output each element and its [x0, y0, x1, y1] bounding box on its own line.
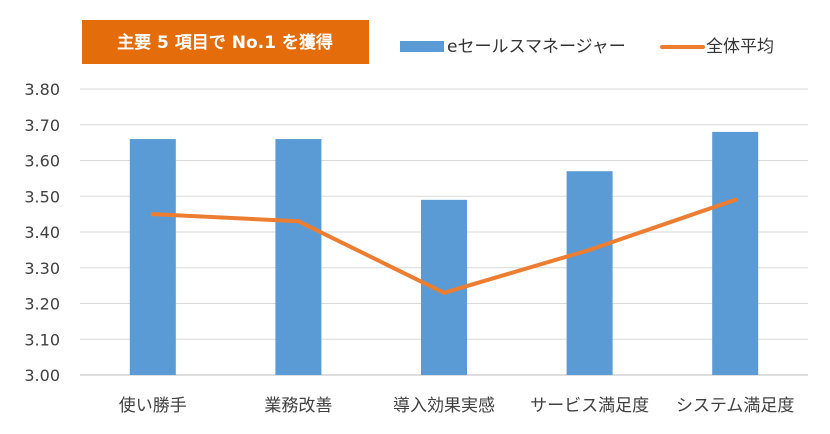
x-tick-label: サービス満足度: [530, 396, 649, 416]
line-point: [296, 219, 301, 224]
line-point: [150, 212, 155, 217]
line-series: [150, 197, 738, 295]
bar: [712, 131, 759, 375]
badge-text: 主要 5 項目で No.1 を獲得: [117, 32, 333, 53]
x-tick-label: 業務改善: [264, 396, 332, 416]
y-tick-label: 3.40: [24, 223, 60, 242]
bar: [129, 139, 176, 375]
line-point: [442, 290, 446, 295]
y-tick-label: 3.70: [24, 116, 60, 135]
legend-bar-swatch: [400, 41, 444, 52]
y-tick-label: 3.30: [24, 259, 60, 278]
bar: [566, 171, 613, 375]
line-point: [587, 247, 592, 252]
legend-label-line: 全体平均: [706, 37, 774, 57]
bar-series: [129, 131, 759, 375]
legend: eセールスマネージャー 全体平均: [400, 37, 774, 57]
y-tick-label: 3.00: [24, 366, 60, 385]
line-point: [733, 197, 738, 202]
y-tick-label: 3.20: [24, 295, 60, 314]
x-axis-ticks: 使い勝手 業務改善 導入効果実感 サービス満足度 システム満足度: [119, 395, 795, 416]
x-tick-label: 使い勝手: [119, 395, 187, 416]
y-tick-label: 3.50: [24, 187, 60, 206]
badge-background: [82, 20, 369, 64]
y-tick-label: 3.10: [24, 330, 60, 349]
no1-badge: 主要 5 項目で No.1 を獲得: [82, 20, 369, 64]
x-tick-label: システム満足度: [676, 396, 795, 416]
legend-label-bar: eセールスマネージャー: [447, 37, 626, 57]
y-axis-ticks: 3.00 3.10 3.20 3.30 3.40 3.50 3.60 3.70 3.80: [24, 80, 60, 385]
y-tick-label: 3.80: [24, 80, 60, 99]
x-tick-label: 導入効果実感: [393, 396, 495, 416]
y-tick-label: 3.60: [24, 152, 60, 171]
bar: [275, 139, 322, 375]
